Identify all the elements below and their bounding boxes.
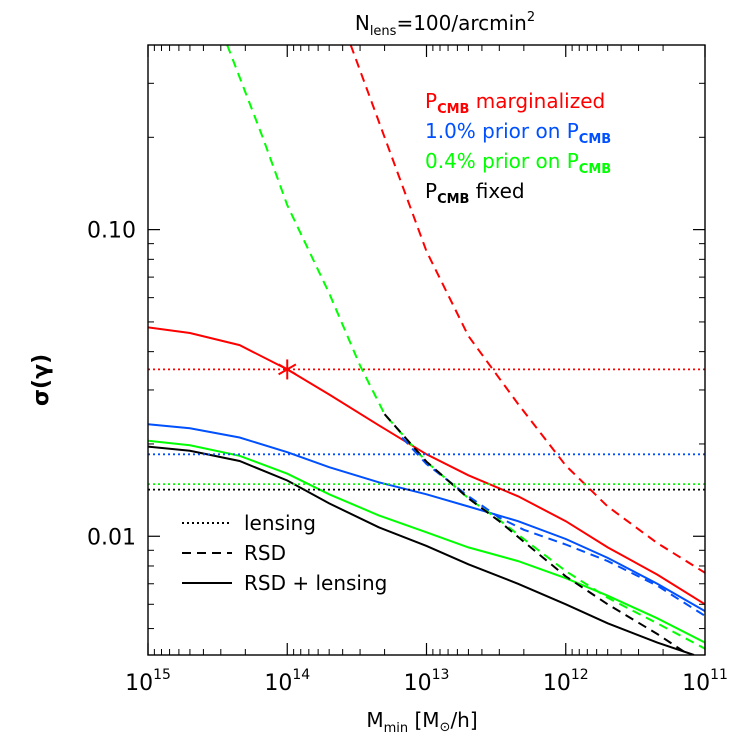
- plot-lines: [148, 45, 705, 655]
- series-line-6: [148, 445, 695, 655]
- x-tick-label-4: 1011: [682, 667, 728, 696]
- legend-entry-0: PCMB marginalized: [425, 89, 605, 117]
- legend-entry-2: 0.4% prior on PCMB: [425, 149, 611, 177]
- style-legend-label-2: RSD + lensing: [244, 571, 387, 595]
- series-line-1: [349, 45, 705, 574]
- legend-entry-1: 1.0% prior on PCMB: [425, 119, 611, 147]
- y-tick-label-0: 0.01: [87, 525, 136, 550]
- x-axis-label: Mmin [M⊙/h]: [366, 708, 477, 736]
- tick-labels: 1015 1014 1013 1012 1011 0.01 0.10: [87, 219, 728, 696]
- series-line-4: [148, 439, 705, 644]
- style-legend: lensing RSD RSD + lensing: [182, 511, 387, 595]
- series-line-2: [148, 423, 705, 612]
- style-legend-label-0: lensing: [244, 511, 316, 535]
- asterisk-marker-0: [278, 359, 297, 380]
- x-tick-label-0: 1015: [125, 667, 171, 696]
- y-tick-label-1: 0.10: [87, 219, 136, 244]
- style-legend-label-1: RSD: [244, 541, 286, 565]
- series-line-0: [148, 326, 705, 606]
- y-axis-label: σ(γ): [29, 354, 54, 406]
- x-tick-label-1: 1014: [264, 667, 310, 696]
- x-tick-label-2: 1013: [404, 667, 450, 696]
- legend-entry-3: PCMB fixed: [425, 179, 525, 207]
- series-line-7: [383, 413, 690, 655]
- x-tick-label-3: 1012: [543, 667, 589, 696]
- series-line-5: [226, 45, 705, 650]
- chart-title: Nlens=100/arcmin2: [355, 10, 535, 39]
- axis-ticks: [147, 44, 706, 655]
- plot-markers: [278, 359, 297, 380]
